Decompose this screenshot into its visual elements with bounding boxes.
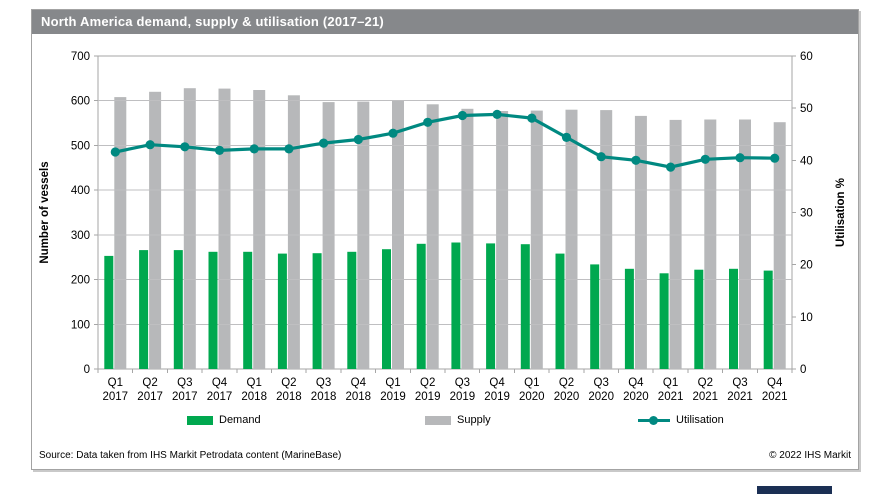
axis-titles: Number of vessels Utilisation % <box>39 161 847 263</box>
chart-figure: North America demand, supply & utilisati… <box>31 9 859 470</box>
svg-text:400: 400 <box>71 185 90 197</box>
svg-text:20: 20 <box>800 260 813 272</box>
legend-label-demand: Demand <box>219 414 261 426</box>
legend: Demand Supply Utilisation <box>32 406 858 440</box>
svg-text:600: 600 <box>71 96 90 108</box>
chart-title: North America demand, supply & utilisati… <box>41 14 384 29</box>
copyright-note: © 2022 IHS Markit <box>769 450 851 461</box>
left-axis-title: Number of vessels <box>39 161 51 263</box>
svg-text:60: 60 <box>800 51 813 63</box>
brand-bar <box>757 486 832 494</box>
svg-text:10: 10 <box>800 312 813 324</box>
x-axis-labels: Q1 2017 Q2 2017 Q3 2017 Q4 2017 Q1 2018 Q2 2018 Q3 20… <box>103 377 788 403</box>
svg-text:500: 500 <box>71 140 90 152</box>
svg-text:0: 0 <box>84 364 90 376</box>
svg-text:300: 300 <box>71 230 90 242</box>
plot-gridlines <box>98 100 792 325</box>
left-axis-labels: 0 100 200 300 400 500 600 700 <box>71 51 90 376</box>
svg-text:50: 50 <box>800 103 813 115</box>
legend-label-utilisation: Utilisation <box>676 414 724 426</box>
svg-text:100: 100 <box>71 319 90 331</box>
demand-bars <box>104 242 773 369</box>
plot-border <box>97 55 793 370</box>
chart-title-bar: North America demand, supply & utilisati… <box>32 10 858 34</box>
axis-ticks <box>94 55 796 373</box>
legend-item-utilisation: Utilisation <box>638 414 724 426</box>
source-note: Source: Data taken from IHS Markit Petro… <box>39 450 342 461</box>
demand-swatch-icon <box>187 415 213 425</box>
svg-text:30: 30 <box>800 208 813 220</box>
svg-text:0: 0 <box>800 364 806 376</box>
right-axis-labels: 0 10 20 30 40 50 60 <box>800 51 813 376</box>
legend-item-supply: Supply <box>425 414 491 426</box>
legend-label-supply: Supply <box>457 414 491 426</box>
utilisation-swatch-icon <box>638 415 670 426</box>
svg-text:200: 200 <box>71 275 90 287</box>
supply-swatch-icon <box>425 415 451 425</box>
utilisation-line <box>110 109 780 172</box>
legend-item-demand: Demand <box>187 414 261 426</box>
chart-area: 0 100 200 300 400 500 600 700 0 10 20 30 40 50 60 Q1 201… <box>32 34 858 406</box>
chart-svg: 0 100 200 300 400 500 600 700 0 10 20 30 40 50 60 Q1 201… <box>39 51 847 403</box>
svg-text:700: 700 <box>71 51 90 63</box>
chart-footer: Source: Data taken from IHS Markit Petro… <box>32 440 858 469</box>
right-axis-title: Utilisation % <box>835 178 847 247</box>
svg-text:40: 40 <box>800 155 813 167</box>
